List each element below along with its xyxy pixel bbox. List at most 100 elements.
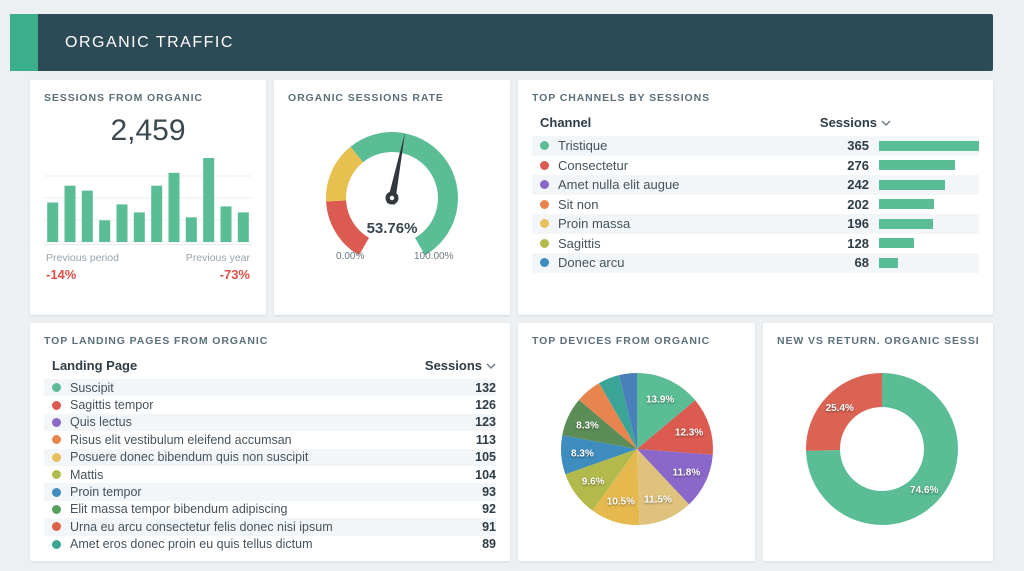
sessions-total-value: 2,459	[110, 114, 186, 147]
row-label: Mattis	[70, 467, 104, 482]
row-label: Sagittis	[558, 235, 601, 251]
card-top-landing-pages: TOP LANDING PAGES FROM ORGANIC Landing P…	[30, 323, 510, 561]
row-value: 68	[854, 255, 869, 271]
row-value: 202	[847, 196, 869, 212]
previous-year-value: -73%	[219, 267, 250, 282]
dashboard-header: ORGANIC TRAFFIC	[10, 14, 993, 71]
series-color-dot	[540, 180, 549, 190]
channels-table: Tristique 365 Consectetur 276 Amet nulla eli…	[532, 136, 979, 273]
row-value: 196	[847, 216, 869, 232]
gauge-max-label: 100.00%	[414, 251, 454, 262]
row-value: 365	[847, 138, 869, 154]
pie-slice-label: 9.6%	[582, 477, 605, 488]
card-top-devices: TOP DEVICES FROM ORGANIC 13.9% 12.3% 11.8%…	[518, 323, 755, 561]
series-color-dot	[52, 522, 61, 532]
bottom-row: TOP LANDING PAGES FROM ORGANIC Landing P…	[30, 323, 993, 561]
series-color-dot	[52, 383, 61, 393]
row-bar	[879, 179, 979, 190]
table-row: Sagittis tempor 126	[44, 396, 496, 413]
gauge-value-label: 53.76%	[366, 220, 418, 237]
table-row: Amet nulla elit augue 242	[532, 175, 979, 195]
column-header-sessions[interactable]: Sessions	[820, 115, 891, 130]
new-vs-returning-donut-chart: 74.6% 25.4%	[806, 373, 958, 525]
row-label: Proin massa	[558, 216, 631, 232]
row-value: 92	[482, 502, 496, 517]
column-header-channel[interactable]: Channel	[540, 115, 592, 130]
column-header-landing-page[interactable]: Landing Page	[52, 358, 138, 373]
row-label: Consectetur	[558, 157, 629, 173]
sort-chevron-down-icon	[486, 363, 496, 369]
top-row: SESSIONS FROM ORGANIC 2,459 Previous per…	[30, 80, 993, 315]
card-title-sessions: SESSIONS FROM ORGANIC	[44, 92, 203, 104]
row-bar	[879, 140, 979, 151]
table-row: Sit non 202	[532, 195, 979, 215]
table-row: Quis lectus 123	[44, 413, 496, 432]
previous-year-block: Previous year -73%	[186, 252, 250, 282]
row-value: 128	[847, 235, 869, 251]
row-value: 276	[847, 157, 869, 173]
row-value: 113	[475, 432, 496, 447]
table-row: Mattis 104	[44, 466, 496, 483]
table-row: Urna eu arcu consectetur felis donec nis…	[44, 518, 496, 536]
row-value: 242	[847, 177, 869, 193]
row-value: 126	[475, 398, 496, 413]
row-value: 104	[475, 467, 496, 482]
sort-chevron-down-icon	[881, 120, 891, 126]
card-organic-sessions-rate: ORGANIC SESSIONS RATE 53.76% 0.00% 100.0…	[274, 80, 510, 315]
channels-table-header: Channel Sessions	[532, 110, 979, 136]
row-label: Risus elit vestibulum eleifend accumsan	[70, 432, 292, 447]
landing-pages-table: Suscipit 132 Sagittis tempor 126 Quis lectus…	[44, 379, 496, 553]
table-row: Proin tempor 93	[44, 483, 496, 501]
table-row: Elit massa tempor bibendum adipiscing 92	[44, 501, 496, 518]
card-title-devices: TOP DEVICES FROM ORGANIC	[532, 335, 711, 347]
table-row: Consectetur 276	[532, 156, 979, 176]
row-value: 132	[475, 380, 496, 395]
series-color-dot	[52, 417, 61, 427]
series-color-dot	[52, 452, 61, 462]
pie-slice-label: 11.5%	[644, 495, 672, 506]
row-label: Amet eros donec proin eu quis tellus dic…	[70, 537, 313, 552]
pie-slice-label: 8.3%	[571, 448, 594, 459]
gauge-chart: 53.76% 0.00% 100.00%	[292, 118, 492, 268]
row-label: Donec arcu	[558, 255, 625, 271]
previous-period-value: -14%	[46, 267, 77, 282]
table-row: Sagittis 128	[532, 234, 979, 254]
row-value: 123	[475, 415, 496, 430]
pie-slice-label: 10.5%	[607, 496, 635, 507]
cards-area: SESSIONS FROM ORGANIC 2,459 Previous per…	[30, 80, 993, 561]
card-title-new-vs-returning: NEW VS RETURN. ORGANIC SESSI...	[777, 335, 979, 347]
series-color-dot	[540, 199, 549, 209]
previous-period-block: Previous period -14%	[46, 252, 119, 282]
sessions-header-label: Sessions	[819, 115, 877, 130]
pie-slice-label: 13.9%	[646, 394, 674, 405]
row-label: Proin tempor	[70, 485, 142, 500]
comparison-row: Previous period -14% Previous year -73%	[44, 244, 252, 282]
row-label: Urna eu arcu consectetur felis donec nis…	[70, 519, 333, 534]
card-new-vs-returning: NEW VS RETURN. ORGANIC SESSI... 74.6% 25.…	[763, 323, 993, 561]
series-color-dot	[540, 219, 549, 229]
row-label: Amet nulla elit augue	[558, 177, 680, 193]
devices-pie-chart: 13.9% 12.3% 11.8% 11.5% 10.5%9.6% 8.3% 8.3%	[561, 373, 713, 525]
row-label: Sagittis tempor	[70, 398, 154, 413]
table-row: Posuere donec bibendum quis non suscipit…	[44, 448, 496, 466]
previous-period-label: Previous period	[46, 252, 119, 264]
row-value: 105	[475, 450, 496, 465]
row-bar	[879, 160, 979, 171]
row-value: 89	[482, 537, 496, 552]
series-color-dot	[540, 238, 549, 248]
card-title-rate: ORGANIC SESSIONS RATE	[288, 92, 444, 104]
sessions-header-label: Sessions	[424, 358, 482, 373]
card-top-channels: TOP CHANNELS BY SESSIONS Channel Session…	[518, 80, 993, 315]
column-header-sessions[interactable]: Sessions	[425, 358, 496, 373]
row-label: Elit massa tempor bibendum adipiscing	[70, 502, 288, 517]
gauge-svg	[326, 132, 458, 256]
previous-year-label: Previous year	[185, 252, 250, 264]
series-color-dot	[52, 504, 61, 514]
series-color-dot	[52, 470, 61, 480]
header-accent-mark	[10, 14, 38, 71]
card-title-landing-pages: TOP LANDING PAGES FROM ORGANIC	[44, 335, 269, 347]
table-row: Amet eros donec proin eu quis tellus dic…	[44, 536, 496, 553]
row-label: Quis lectus	[70, 415, 132, 430]
table-row: Proin massa 196	[532, 214, 979, 234]
